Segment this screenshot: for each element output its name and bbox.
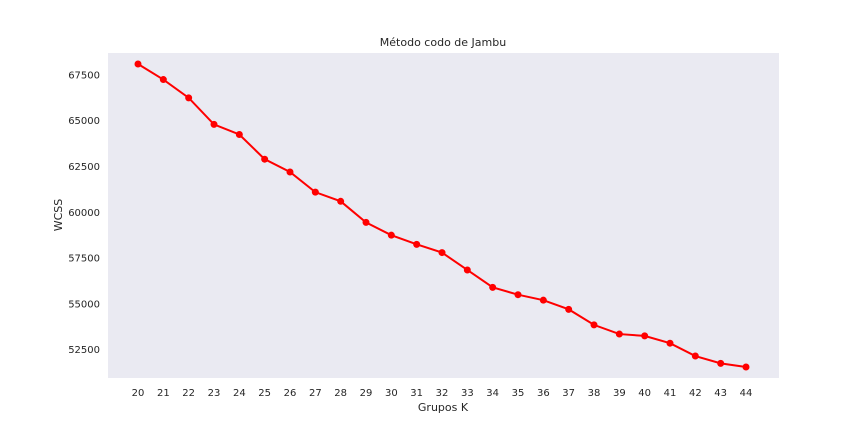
data-point — [413, 240, 421, 248]
x-tick-label: 36 — [537, 388, 550, 399]
data-point — [463, 266, 471, 274]
data-point — [159, 76, 167, 84]
y-tick-label: 67500 — [68, 70, 100, 81]
y-tick-label: 65000 — [68, 116, 100, 127]
x-tick-label: 38 — [588, 388, 601, 399]
x-tick-label: 23 — [208, 388, 221, 399]
x-tick-label: 37 — [562, 388, 575, 399]
x-tick-label: 34 — [486, 388, 499, 399]
y-axis-label: WCSS — [52, 199, 65, 232]
x-tick-label: 35 — [512, 388, 525, 399]
y-tick-label: 62500 — [68, 162, 100, 173]
data-point — [185, 94, 193, 102]
y-tick-label: 55000 — [68, 299, 100, 310]
x-tick-label: 43 — [714, 388, 727, 399]
x-tick-label: 22 — [182, 388, 195, 399]
data-point — [337, 197, 345, 205]
plot-area — [108, 53, 779, 378]
x-tick-label: 40 — [638, 388, 651, 399]
y-tick-label: 60000 — [68, 208, 100, 219]
x-tick-label: 27 — [309, 388, 322, 399]
data-point — [210, 120, 218, 128]
data-point — [691, 352, 699, 360]
data-point — [235, 130, 243, 138]
data-point — [134, 60, 142, 68]
x-tick-label: 26 — [284, 388, 297, 399]
data-point — [565, 305, 573, 313]
data-point — [438, 249, 446, 257]
x-axis-label: Grupos K — [418, 401, 469, 414]
x-tick-label: 30 — [385, 388, 398, 399]
x-tick-label: 41 — [664, 388, 677, 399]
x-tick-label: 44 — [740, 388, 753, 399]
data-point — [641, 332, 649, 340]
x-tick-label: 42 — [689, 388, 702, 399]
x-tick-label: 29 — [360, 388, 373, 399]
data-point — [539, 296, 547, 304]
x-tick-label: 24 — [233, 388, 246, 399]
data-point — [742, 363, 750, 371]
y-ticks: 52500 55000 57500 60000 62500 65000 67500 — [68, 70, 100, 356]
x-tick-label: 21 — [157, 388, 170, 399]
x-ticks: 20 21 22 23 24 25 26 27 28 29 30 31 32 33 34 35 36 37 38 39… — [132, 388, 753, 399]
data-point — [615, 330, 623, 338]
data-point — [514, 291, 522, 299]
x-tick-label: 33 — [461, 388, 474, 399]
data-point — [362, 218, 370, 226]
data-point — [590, 321, 598, 329]
data-points — [134, 60, 750, 371]
x-tick-label: 25 — [258, 388, 271, 399]
x-tick-label: 39 — [613, 388, 626, 399]
x-tick-label: 20 — [132, 388, 145, 399]
data-point — [387, 231, 395, 239]
y-tick-label: 52500 — [68, 345, 100, 356]
y-tick-label: 57500 — [68, 254, 100, 265]
x-tick-label: 32 — [436, 388, 449, 399]
data-point — [717, 359, 725, 367]
chart-title: Método codo de Jambu — [380, 36, 506, 49]
data-point — [261, 155, 269, 163]
x-tick-label: 31 — [410, 388, 423, 399]
x-tick-label: 28 — [334, 388, 347, 399]
data-point — [311, 188, 319, 196]
data-point — [286, 168, 294, 176]
data-point — [666, 339, 674, 347]
data-point — [489, 283, 497, 291]
